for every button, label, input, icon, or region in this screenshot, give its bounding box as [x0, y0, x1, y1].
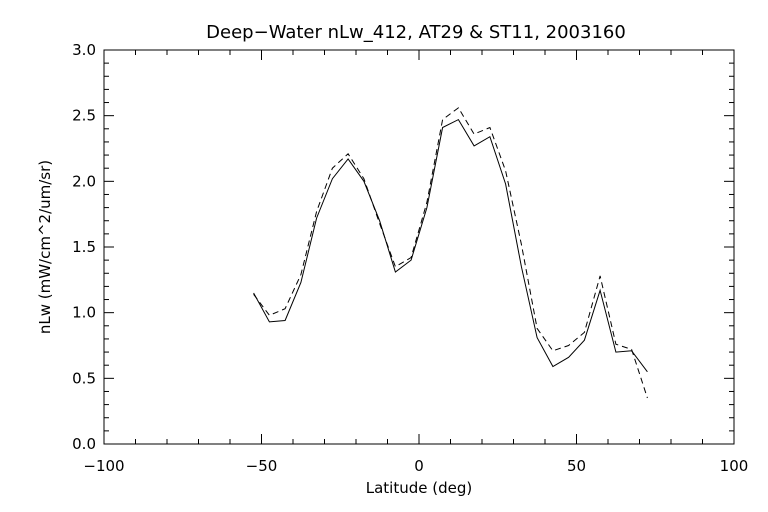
y-tick-label: 2.0	[72, 172, 96, 190]
y-tick-label: 3.0	[72, 41, 96, 59]
chart-title: Deep−Water nLw_412, AT29 & ST11, 2003160	[206, 22, 626, 43]
y-tick-label: 2.5	[72, 107, 96, 125]
y-tick-label: 1.0	[72, 304, 96, 322]
series-line-solid	[253, 118, 648, 373]
axis-ticks	[103, 49, 735, 445]
y-tick-label: 0.5	[72, 369, 96, 387]
x-axis-label: Latitude (deg)	[366, 479, 472, 497]
y-tick-label: 1.5	[72, 238, 96, 256]
tick-labels: −100 −50 0 50 100 0.0 0.5 1.0 1.5 2.0 2.5 3.0	[72, 41, 748, 475]
x-tick-label: −50	[246, 457, 278, 475]
series-line-dashed	[253, 107, 648, 399]
y-axis-label: nLw (mW/cm^2/um/sr)	[36, 160, 54, 334]
y-tick-label: 0.0	[72, 435, 96, 453]
x-tick-label: 0	[414, 457, 424, 475]
x-tick-label: 50	[567, 457, 586, 475]
x-tick-label: −100	[83, 457, 124, 475]
plot-frame	[103, 49, 735, 445]
x-tick-label: 100	[720, 457, 749, 475]
series-layer	[253, 107, 648, 399]
